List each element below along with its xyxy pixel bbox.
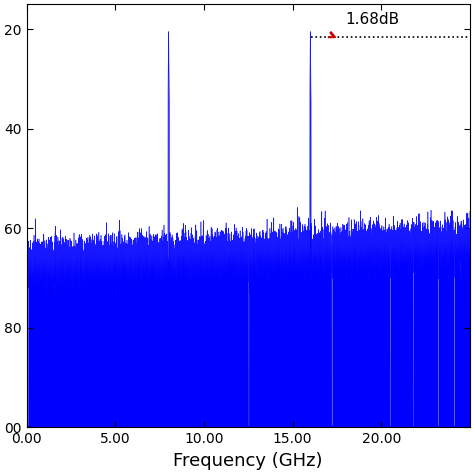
Text: 1.68dB: 1.68dB: [345, 11, 400, 27]
X-axis label: Frequency (GHz): Frequency (GHz): [173, 452, 323, 470]
